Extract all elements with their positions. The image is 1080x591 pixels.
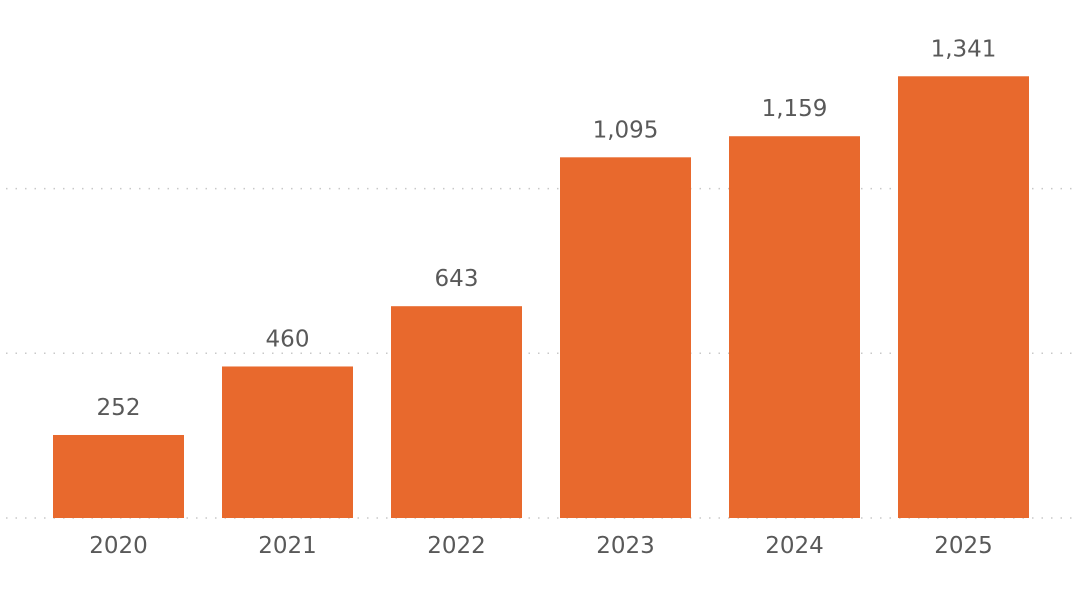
bar-2025[interactable]: [898, 76, 1029, 518]
bar-2022[interactable]: [391, 306, 522, 518]
data-label-2022: 643: [435, 266, 479, 292]
x-tick-label-2022: 2022: [427, 533, 486, 559]
data-labels: 252 460 643 1,095 1,159 1,341: [97, 36, 997, 421]
data-label-2024: 1,159: [762, 96, 828, 122]
x-tick-label-2024: 2024: [765, 533, 824, 559]
x-tick-label-2025: 2025: [934, 533, 993, 559]
bar-2021[interactable]: [222, 366, 353, 518]
data-label-2025: 1,341: [931, 36, 997, 62]
bar-2024[interactable]: [729, 136, 860, 518]
data-label-2020: 252: [97, 395, 141, 421]
data-label-2023: 1,095: [593, 117, 659, 143]
x-tick-label-2020: 2020: [89, 533, 148, 559]
x-tick-label-2021: 2021: [258, 533, 317, 559]
bars: [53, 76, 1029, 518]
data-label-2021: 460: [266, 326, 310, 352]
bar-2023[interactable]: [560, 157, 691, 518]
x-tick-label-2023: 2023: [596, 533, 655, 559]
x-axis-tick-labels: 2020 2021 2022 2023 2024 2025: [89, 533, 993, 559]
bar-2020[interactable]: [53, 434, 184, 518]
